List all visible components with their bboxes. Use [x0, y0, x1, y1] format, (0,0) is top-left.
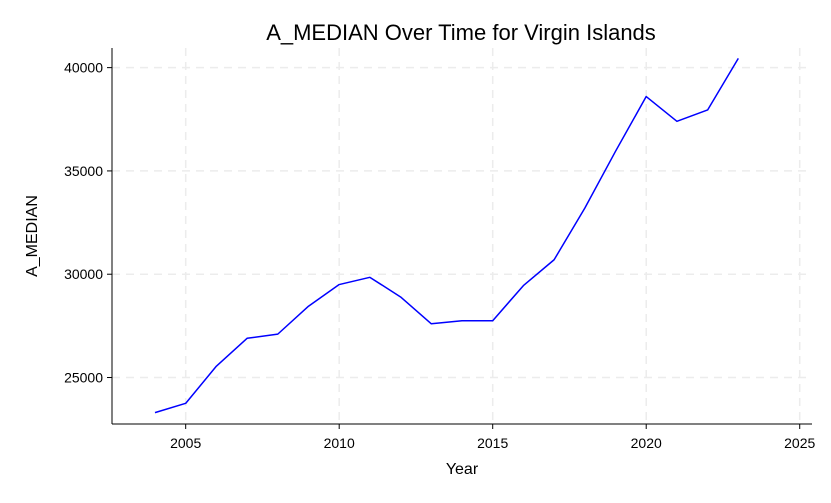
y-tick-label: 40000	[64, 60, 103, 76]
axes	[107, 48, 812, 429]
series-line	[154, 57, 739, 414]
y-tick-label: 30000	[64, 266, 103, 282]
series-layer	[154, 57, 739, 414]
x-axis-label: Year	[446, 461, 479, 478]
x-tick-label: 2010	[324, 435, 355, 451]
y-tick-label: 35000	[64, 163, 103, 179]
x-tick-label: 2025	[784, 435, 815, 451]
x-tick-label: 2005	[170, 435, 201, 451]
y-axis-label: A_MEDIAN	[24, 195, 41, 277]
x-tick-label: 2020	[631, 435, 662, 451]
tick-labels: 2005 2010 2015 2020 2025 25000 30000 35000 40000	[64, 60, 815, 451]
grid	[112, 48, 812, 424]
y-tick-label: 25000	[64, 370, 103, 386]
x-tick-label: 2015	[477, 435, 508, 451]
chart-title: A_MEDIAN Over Time for Virgin Islands	[266, 20, 656, 45]
